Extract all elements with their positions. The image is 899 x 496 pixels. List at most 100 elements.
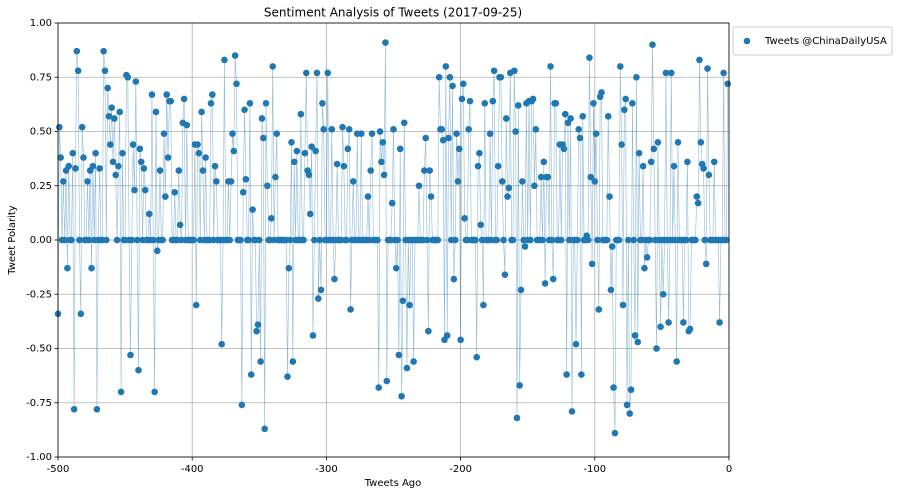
data-point <box>289 358 297 365</box>
data-point <box>476 149 483 157</box>
data-point <box>622 95 629 103</box>
data-point <box>493 236 501 244</box>
data-point <box>406 301 413 309</box>
data-point <box>682 236 690 244</box>
data-point <box>512 128 519 135</box>
data-point <box>229 130 236 137</box>
data-point <box>164 154 172 161</box>
data-point <box>686 325 694 333</box>
data-point <box>594 236 601 244</box>
legend-box <box>732 26 893 56</box>
data-point <box>438 126 446 133</box>
data-point <box>590 99 597 107</box>
data-point <box>156 167 164 174</box>
x-tick-label: -300 <box>315 464 338 475</box>
data-point <box>667 69 675 77</box>
data-point <box>137 158 145 166</box>
data-point <box>490 67 498 75</box>
y-tick-label: -0.25 <box>26 289 52 300</box>
data-point <box>320 126 328 133</box>
data-point <box>136 145 144 153</box>
data-point <box>288 139 295 146</box>
data-point <box>316 236 323 244</box>
data-point <box>190 236 197 244</box>
data-point <box>494 162 502 170</box>
data-point <box>311 236 318 244</box>
data-point <box>705 171 713 179</box>
data-point <box>607 286 615 294</box>
data-point <box>544 173 552 181</box>
data-point <box>264 182 271 190</box>
data-point <box>631 332 639 339</box>
data-point <box>92 149 99 157</box>
data-point <box>588 260 596 268</box>
data-point <box>591 178 599 185</box>
data-point <box>115 162 122 170</box>
data-point <box>64 264 71 272</box>
data-point <box>269 63 277 70</box>
y-tick-label: 1.00 <box>30 18 52 29</box>
data-point <box>693 193 701 200</box>
data-point <box>194 141 201 148</box>
data-point <box>119 149 126 157</box>
data-point <box>160 130 168 137</box>
data-point <box>568 408 576 415</box>
data-point <box>445 134 452 142</box>
data-point <box>107 141 114 148</box>
data-point <box>195 149 203 157</box>
data-point <box>129 141 137 148</box>
data-point <box>472 236 479 244</box>
y-tick-label: -0.75 <box>26 398 52 409</box>
data-point <box>60 178 67 185</box>
data-point <box>608 243 616 250</box>
data-point <box>400 119 408 127</box>
data-point <box>154 247 161 255</box>
data-point <box>89 162 97 170</box>
data-point <box>368 130 376 137</box>
x-tick-label: -200 <box>449 464 472 475</box>
data-point <box>595 306 603 313</box>
data-point <box>489 97 497 105</box>
data-point <box>592 130 600 137</box>
data-point <box>504 193 511 200</box>
data-point <box>480 301 487 309</box>
data-point <box>674 139 682 146</box>
data-point <box>268 215 275 222</box>
data-point <box>309 332 317 339</box>
data-point <box>72 165 79 172</box>
data-point <box>141 186 149 194</box>
data-point <box>226 236 234 244</box>
data-point <box>374 236 381 244</box>
data-point <box>619 301 627 309</box>
data-point <box>111 115 118 122</box>
data-point <box>650 145 658 153</box>
data-point <box>382 39 389 46</box>
data-point <box>100 47 107 55</box>
data-point <box>73 47 81 55</box>
data-point <box>140 165 148 172</box>
data-point <box>557 236 565 244</box>
y-tick-label: 0.75 <box>30 72 52 83</box>
data-point <box>603 236 611 244</box>
data-point <box>604 113 612 120</box>
data-point <box>694 199 702 207</box>
data-point <box>305 171 313 179</box>
data-point <box>574 236 581 244</box>
data-point <box>245 236 252 244</box>
data-point <box>510 67 518 75</box>
y-tick-label: 0.50 <box>30 127 52 138</box>
data-point <box>548 236 556 244</box>
data-point <box>132 78 140 85</box>
data-point <box>578 371 585 378</box>
data-point <box>421 167 428 174</box>
data-point <box>410 358 417 365</box>
data-point <box>659 290 667 298</box>
data-point <box>152 108 160 116</box>
data-point <box>74 67 82 75</box>
data-point <box>331 275 338 283</box>
data-point <box>697 139 705 146</box>
data-point <box>239 188 247 196</box>
data-point <box>211 162 219 170</box>
data-point <box>159 236 166 244</box>
data-point <box>673 358 680 365</box>
